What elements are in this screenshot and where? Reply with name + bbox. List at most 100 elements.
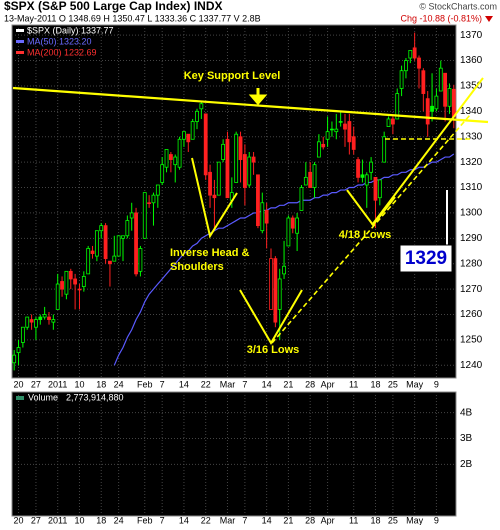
candle-body	[208, 171, 212, 196]
candle-body	[386, 118, 391, 127]
candle-body	[77, 288, 82, 291]
x-tick-label: 18	[96, 379, 106, 389]
x-tick-label: 9	[434, 515, 439, 525]
annotation: 3/16 Lows	[247, 344, 300, 356]
y-tick-label: 1260	[460, 309, 483, 320]
annotations: Key Support Level Inverse Head & Shoulde…	[12, 70, 489, 356]
trend-line-dashed	[271, 114, 471, 344]
y-tick-label: 1280	[460, 258, 483, 269]
candle-body	[129, 212, 134, 219]
x-tick-label: 7	[242, 515, 247, 525]
candle-body	[242, 154, 247, 188]
x-tick-label: 2011	[48, 379, 67, 389]
candle-body	[360, 174, 365, 178]
candle-body	[238, 136, 243, 160]
x-tick-label: 18	[370, 515, 380, 525]
x-tick-label: Apr	[321, 379, 335, 389]
candle-body	[308, 171, 313, 188]
candle-body	[186, 133, 191, 143]
legend-label: MA(200) 1232.69	[27, 47, 97, 57]
candle-body	[125, 220, 130, 237]
x-tick-label: 28	[305, 515, 315, 525]
y-tick-label: 1320	[460, 157, 483, 168]
candle-body	[421, 70, 426, 94]
x-tick-label: 21	[283, 515, 293, 525]
candle-body	[160, 164, 165, 183]
candle-body	[404, 60, 408, 72]
candle-body	[25, 316, 30, 328]
x-tick-label: 18	[370, 379, 380, 389]
candle-body	[451, 88, 456, 118]
candle-body	[68, 270, 73, 280]
candle-body	[60, 281, 64, 290]
y-tick-label: 1360	[460, 55, 483, 66]
x-tick-label: 28	[305, 379, 315, 389]
support-arrow	[248, 88, 268, 106]
candle-body	[103, 225, 108, 260]
volume-current: 2,773,914,880	[66, 392, 124, 402]
candle-body	[443, 72, 448, 107]
candle-body	[81, 276, 86, 287]
left-shoulder	[191, 157, 238, 239]
volume-tick-label: 2B	[460, 459, 473, 470]
candle-body	[116, 235, 121, 257]
support-line	[12, 86, 489, 124]
candle-body	[251, 156, 256, 163]
copyright: © StockCharts.com	[419, 1, 497, 11]
candle-body	[295, 217, 300, 234]
candle-body	[395, 93, 400, 120]
candle-body	[16, 347, 21, 354]
y-tick-label: 1240	[460, 360, 483, 371]
x-tick-label: 24	[114, 379, 124, 389]
candle-body	[273, 258, 278, 323]
price-callout	[399, 244, 453, 273]
x-tick-label: 7	[160, 379, 165, 389]
candle-body	[430, 105, 434, 112]
candle-body	[55, 283, 60, 310]
candle-body	[338, 121, 343, 123]
candle-body	[199, 103, 204, 110]
candle-body	[38, 316, 43, 320]
x-tick-label: 22	[201, 515, 211, 525]
annotation: Key Support Level	[184, 70, 281, 82]
candle-body	[177, 138, 182, 168]
candle-body	[373, 176, 378, 201]
annotation: 4/18 Lows	[339, 229, 392, 241]
x-tick-label: Feb	[137, 515, 153, 525]
candle-body	[382, 136, 387, 163]
header-change: Chg -10.88 (-0.81%)	[400, 13, 482, 23]
volume-panel	[11, 391, 457, 517]
candle-body	[203, 113, 208, 176]
candle-body	[417, 57, 421, 69]
annotation: 1329	[405, 248, 447, 269]
y-tick-label: 1250	[460, 335, 483, 346]
candle-body	[34, 319, 38, 328]
x-tick-label: 24	[114, 515, 124, 525]
candle-body	[269, 258, 273, 310]
volume-tick-label: 3B	[460, 433, 473, 444]
candle-body	[190, 121, 195, 140]
candle-body	[425, 98, 430, 125]
candle-body	[73, 278, 78, 285]
legend-swatch	[16, 51, 24, 54]
legend-label: MA(50) 1323.20	[27, 36, 92, 46]
candle-body	[168, 154, 173, 160]
candle-body	[51, 319, 56, 323]
candle-body	[343, 123, 347, 130]
candle-body	[151, 194, 156, 204]
x-tick-label: 9	[434, 379, 439, 389]
x-tick-label: May	[406, 379, 424, 389]
candle-body	[216, 161, 221, 196]
candle-body	[312, 164, 317, 188]
x-tick-label: 14	[262, 515, 272, 525]
x-tick-label: 25	[388, 515, 398, 525]
y-tick-label: 1340	[460, 106, 483, 117]
marks	[12, 32, 456, 371]
x-tick-label: 27	[31, 379, 41, 389]
legend-swatch	[16, 29, 24, 32]
x-tick-label: Mar	[220, 515, 236, 525]
ma50-line	[113, 153, 455, 366]
candle-body	[377, 179, 382, 199]
